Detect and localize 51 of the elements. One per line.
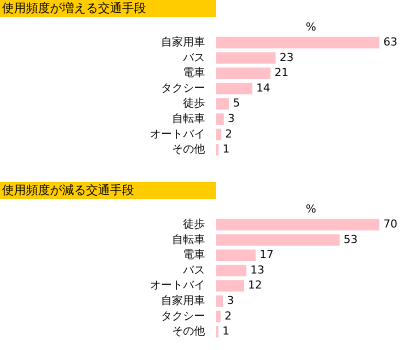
data-label: 12 [248, 278, 262, 292]
y-tick-label: 自転車 [172, 232, 205, 246]
bar [216, 234, 340, 246]
y-tick-label: その他 [172, 324, 205, 338]
y-tick-label: 徒歩 [183, 96, 205, 110]
bar [216, 310, 221, 322]
bar [216, 82, 252, 94]
bar [216, 264, 246, 276]
data-label: 1 [222, 142, 230, 156]
data-label: 2 [225, 127, 232, 140]
bar [216, 113, 224, 125]
y-tick-label: 電車 [183, 66, 205, 80]
data-label: 14 [256, 81, 270, 94]
bar [216, 280, 244, 292]
data-label: 70 [383, 218, 398, 231]
data-label: 3 [227, 294, 234, 308]
text: 使用頻度が増える交通手段 [0, 0, 216, 17]
y-tick-label: 電車 [183, 248, 205, 262]
y-tick-label: 自家用車 [161, 36, 205, 49]
bar [216, 295, 223, 307]
bar [216, 98, 229, 110]
bar [216, 218, 380, 230]
y-tick-label: 自家用車 [161, 294, 205, 308]
data-label: 3 [228, 112, 235, 126]
text: 使用頻度が減る交通手段 [0, 182, 216, 199]
bar [216, 250, 256, 261]
y-tick-label: 徒歩 [183, 218, 205, 231]
data-label: 53 [344, 232, 358, 246]
bar [216, 144, 219, 156]
y-tick-label: オートバイ [150, 278, 205, 292]
bar [216, 36, 380, 48]
data-label: 1 [222, 324, 230, 338]
data-label: 63 [383, 36, 398, 49]
y-tick-label: バス [182, 50, 205, 64]
data-label: 5 [232, 96, 240, 110]
data-label: 17 [260, 248, 274, 262]
y-tick-label: オートバイ [150, 127, 205, 140]
y-tick-label: タクシー [161, 81, 205, 94]
y-tick-label: その他 [172, 142, 205, 156]
y-tick-label: 自転車 [172, 112, 205, 126]
data-label: 23 [280, 50, 294, 64]
bar [216, 68, 270, 79]
y-tick-label: バス [182, 263, 205, 276]
bar [216, 128, 222, 140]
bar [216, 52, 276, 64]
data-label: 13 [250, 263, 264, 276]
data-label: 21 [274, 66, 288, 80]
y-tick-label: タクシー [161, 309, 205, 322]
x-axis-title: % [306, 20, 316, 34]
x-axis-title: % [306, 202, 316, 216]
data-label: 2 [224, 309, 232, 322]
